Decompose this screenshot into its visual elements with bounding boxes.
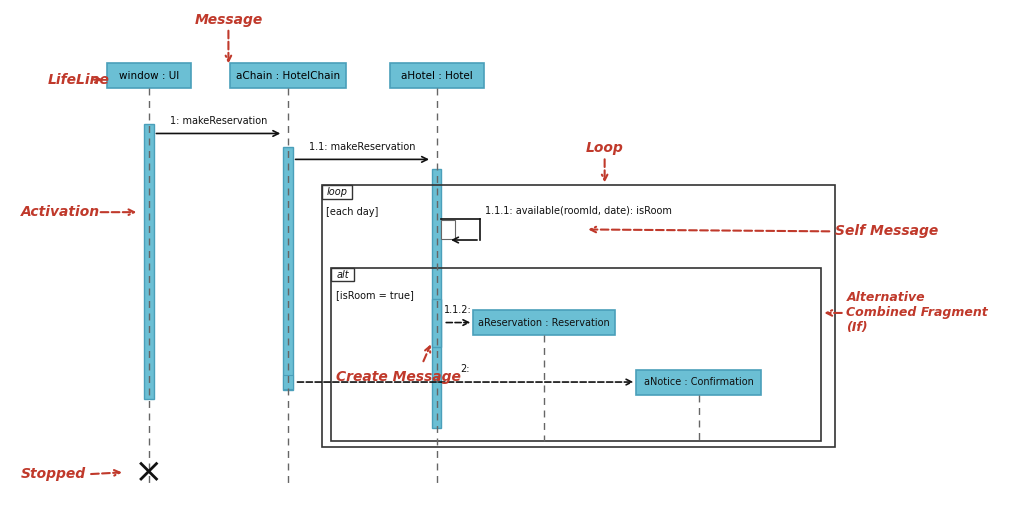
FancyBboxPatch shape (144, 124, 154, 399)
Text: 1.1.1: available(roomId, date): isRoom: 1.1.1: available(roomId, date): isRoom (485, 205, 672, 215)
FancyBboxPatch shape (441, 220, 454, 239)
Text: Stopped: Stopped (21, 467, 86, 481)
FancyBboxPatch shape (432, 169, 441, 428)
Text: [isRoom = true]: [isRoom = true] (336, 290, 414, 300)
FancyBboxPatch shape (106, 63, 191, 88)
Text: window : UI: window : UI (118, 71, 179, 81)
Text: Alternative
Combined Fragment
(If): Alternative Combined Fragment (If) (846, 291, 988, 334)
FancyBboxPatch shape (283, 147, 293, 390)
Text: Loop: Loop (586, 141, 623, 155)
Text: loop: loop (326, 187, 347, 197)
Text: aReservation : Reservation: aReservation : Reservation (479, 317, 610, 327)
FancyBboxPatch shape (636, 370, 762, 394)
Text: Create Message: Create Message (336, 370, 461, 384)
Text: Message: Message (194, 13, 263, 27)
Text: Activation: Activation (21, 205, 100, 219)
Text: 1.1: makeReservation: 1.1: makeReservation (309, 142, 415, 152)
Text: Self Message: Self Message (835, 224, 938, 238)
FancyBboxPatch shape (230, 63, 345, 88)
FancyBboxPatch shape (473, 310, 615, 335)
FancyBboxPatch shape (321, 185, 352, 199)
Text: aChain : HotelChain: aChain : HotelChain (236, 71, 340, 81)
FancyBboxPatch shape (432, 298, 441, 346)
Text: 1: makeReservation: 1: makeReservation (170, 116, 267, 126)
Text: LifeLine: LifeLine (48, 73, 110, 87)
Text: 1.1.2:: 1.1.2: (444, 305, 472, 315)
FancyBboxPatch shape (331, 268, 355, 281)
FancyBboxPatch shape (390, 63, 484, 88)
Text: alt: alt (336, 270, 348, 279)
Text: aNotice : Confirmation: aNotice : Confirmation (643, 377, 753, 387)
Text: aHotel : Hotel: aHotel : Hotel (401, 71, 473, 81)
FancyBboxPatch shape (283, 375, 293, 389)
Text: 2:: 2: (461, 364, 471, 374)
Text: [each day]: [each day] (326, 207, 379, 217)
